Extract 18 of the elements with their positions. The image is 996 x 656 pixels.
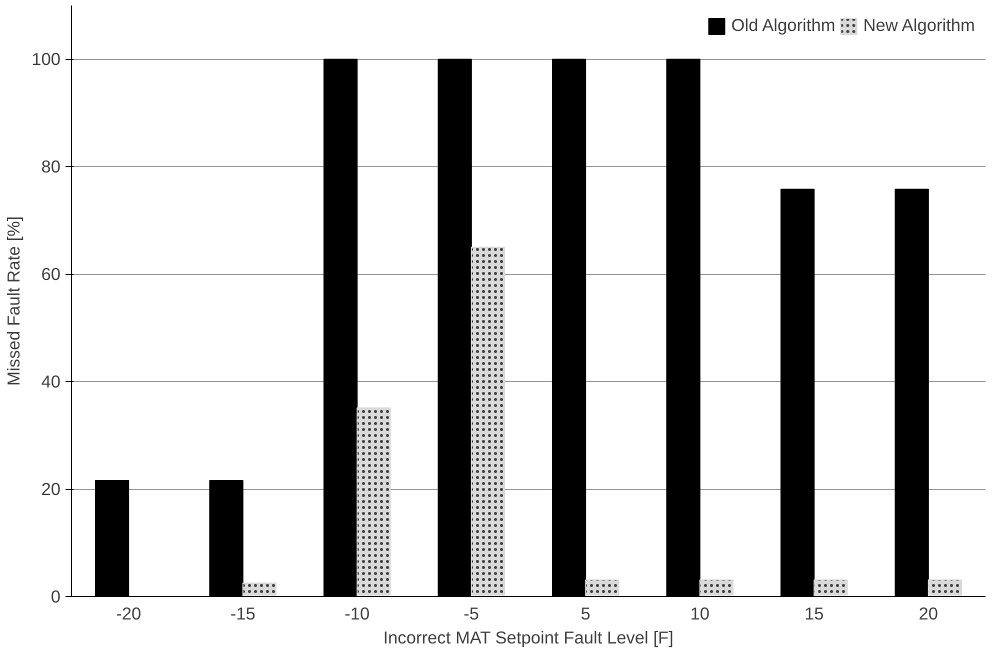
y-tick-label: 0: [50, 586, 61, 606]
x-tick-label: -15: [230, 604, 256, 624]
x-tick-label: 15: [804, 604, 824, 624]
y-tick-label: 40: [41, 372, 61, 392]
y-tick-label: 100: [32, 49, 61, 70]
y-tick-label: 60: [41, 264, 61, 284]
x-tick-label: -5: [464, 604, 480, 624]
y-tick-label: 80: [41, 156, 61, 177]
x-tick-label: 10: [690, 604, 710, 624]
x-tick-label: -20: [116, 604, 142, 624]
y-tick-label: 20: [41, 479, 61, 500]
legend-label: Old Algorithm: [731, 15, 836, 36]
legend-label: New Algorithm: [863, 15, 975, 36]
x-tick-label: -10: [344, 604, 370, 624]
x-axis-title: Incorrect MAT Setpoint Fault Level [F]: [383, 628, 674, 648]
x-tick-label: 20: [918, 604, 938, 624]
y-axis-title: Missed Fault Rate [%]: [4, 216, 24, 386]
x-tick-label: 5: [580, 604, 590, 624]
